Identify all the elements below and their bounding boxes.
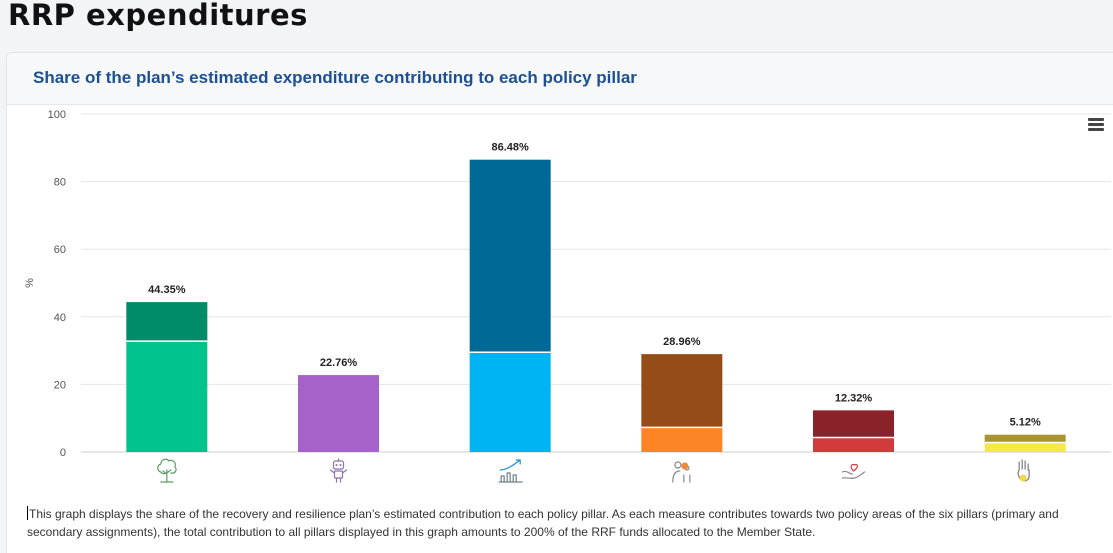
- chart-description: This graph displays the share of the rec…: [27, 507, 1059, 539]
- bar-segment-primary[interactable]: [813, 437, 894, 452]
- card-header: Share of the plan’s estimated expenditur…: [7, 53, 1113, 105]
- gridlines: [81, 113, 1111, 453]
- page-title: RRP expenditures: [8, 0, 308, 32]
- y-tick-label: 100: [48, 109, 66, 121]
- bar-segment-secondary[interactable]: [813, 410, 894, 438]
- bar-segment-primary[interactable]: [641, 427, 723, 452]
- bar-pillar-5[interactable]: [813, 410, 894, 452]
- y-tick-label: 0: [60, 447, 66, 459]
- bar-segment-primary[interactable]: [984, 442, 1066, 452]
- y-tick-label: 80: [54, 177, 66, 189]
- text-caret: [27, 506, 28, 520]
- category-icons: [157, 458, 1030, 483]
- hamburger-menu-icon[interactable]: [1088, 118, 1104, 132]
- bar-pillar-2[interactable]: [298, 375, 379, 452]
- total-data-label: 12.32%: [835, 392, 873, 404]
- y-axis: 0 20 40 60 80 100%: [24, 109, 66, 459]
- chart-title: Share of the plan’s estimated expenditur…: [33, 68, 637, 87]
- people-icon: [672, 461, 691, 483]
- y-tick-label: 20: [54, 379, 66, 391]
- total-data-label: 86.48%: [492, 142, 530, 154]
- bar-segment-secondary[interactable]: [641, 354, 723, 428]
- total-data-label: 5.12%: [1010, 417, 1041, 429]
- robot-icon: [329, 458, 348, 483]
- chart-card: Share of the plan’s estimated expenditur…: [6, 52, 1113, 553]
- y-tick-label: 40: [54, 312, 66, 324]
- heart-hands-icon: [841, 463, 866, 479]
- bar-pillar-6[interactable]: [984, 434, 1066, 452]
- bars: [126, 159, 1066, 452]
- bar-pillar-3[interactable]: [469, 159, 551, 452]
- hand-icon: [1017, 459, 1030, 482]
- bar-segment-primary[interactable]: [126, 341, 208, 452]
- bar-segment-primary[interactable]: [298, 375, 379, 452]
- y-axis-label: %: [24, 278, 36, 288]
- tree-icon: [157, 458, 177, 483]
- bar-segment-secondary[interactable]: [469, 159, 551, 353]
- bar-segment-primary[interactable]: [469, 352, 551, 452]
- total-data-label: 22.76%: [320, 357, 358, 369]
- y-tick-label: 60: [54, 244, 66, 256]
- data-labels: 44.35% 22.76% 86.48% 28.96% 12.32% 5.12%: [147, 141, 1042, 430]
- total-data-label: 28.96%: [663, 336, 701, 348]
- bar-pillar-4[interactable]: [641, 354, 723, 452]
- growth-chart-icon: [498, 459, 523, 483]
- bar-segment-secondary[interactable]: [984, 434, 1066, 443]
- bar-segment-secondary[interactable]: [126, 302, 208, 342]
- bar-pillar-1[interactable]: [126, 302, 208, 452]
- total-data-label: 44.35%: [148, 284, 186, 296]
- bar-chart: 0 20 40 60 80 100% 44.35% 22.76% 86.48% 28.96% 12…: [24, 109, 1111, 483]
